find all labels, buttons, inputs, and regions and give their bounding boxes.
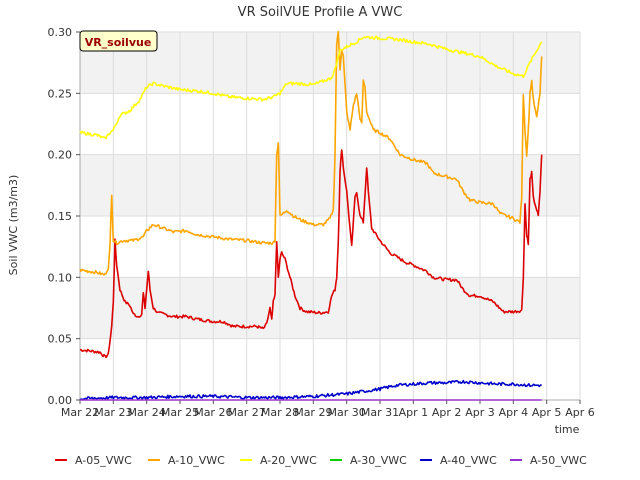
series-line-a-40-vwc xyxy=(79,379,542,401)
legend-label: A-10_VWC xyxy=(168,454,225,467)
legend-label: A-40_VWC xyxy=(440,454,497,467)
y-tick-label: 0.15 xyxy=(48,210,73,223)
x-tick-label: Mar 29 xyxy=(294,406,332,419)
legend: A-05_VWC A-10_VWC A-20_VWC A-30_VWC A-40_VWC… xyxy=(55,454,587,467)
y-tick-label: 0.20 xyxy=(48,149,73,162)
x-tick-label: Apr 6 xyxy=(565,406,595,419)
x-tick-label: Mar 23 xyxy=(94,406,132,419)
x-tick-label: Apr 3 xyxy=(465,406,495,419)
x-tick-label: Mar 26 xyxy=(194,406,232,419)
x-tick-label: Apr 1 xyxy=(399,406,429,419)
x-tick-label: Mar 22 xyxy=(61,406,99,419)
series-line-a-05-vwc xyxy=(80,149,543,359)
y-axis-label: Soil VWC (m3/m3) xyxy=(7,175,20,276)
y-tick-label: 0.10 xyxy=(48,271,73,284)
series-line-a-20-vwc xyxy=(79,35,543,140)
series-lines xyxy=(79,31,543,401)
site-label: VR_soilvue xyxy=(85,36,152,49)
x-tick-label: Mar 30 xyxy=(328,406,366,419)
plot-band xyxy=(80,154,580,216)
chart-title: VR SoilVUE Profile A VWC xyxy=(238,5,403,20)
legend-label: A-30_VWC xyxy=(350,454,407,467)
y-tick-label: 0.05 xyxy=(48,333,73,346)
x-tick-label: Mar 28 xyxy=(261,406,299,419)
plot-band xyxy=(80,32,580,94)
legend-label: A-05_VWC xyxy=(75,454,132,467)
y-tick-label: 0.25 xyxy=(48,87,73,100)
site-label-badge: VR_soilvue xyxy=(79,30,158,52)
x-tick-label: Mar 31 xyxy=(361,406,399,419)
legend-label: A-50_VWC xyxy=(530,454,587,467)
y-tick-label: 0.00 xyxy=(48,394,73,407)
x-tick-label: Mar 27 xyxy=(228,406,266,419)
x-tick-label: Mar 25 xyxy=(161,406,199,419)
legend-label: A-20_VWC xyxy=(260,454,317,467)
x-tick-label: Mar 24 xyxy=(128,406,166,419)
x-tick-label: Apr 2 xyxy=(432,406,462,419)
y-tick-label: 0.30 xyxy=(48,26,73,39)
x-tick-label: Apr 4 xyxy=(499,406,529,419)
x-axis-label: time xyxy=(555,423,580,436)
series-line-a-10-vwc xyxy=(79,31,543,276)
x-tick-label: Apr 5 xyxy=(532,406,562,419)
